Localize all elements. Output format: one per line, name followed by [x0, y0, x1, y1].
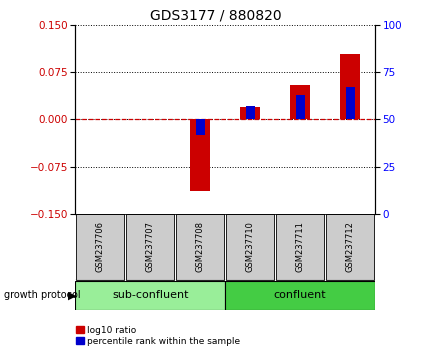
Bar	[289, 85, 309, 119]
Bar	[245, 106, 254, 119]
Bar	[226, 214, 273, 280]
Bar	[240, 107, 260, 119]
Text: GSM237712: GSM237712	[345, 222, 354, 272]
Bar	[224, 281, 374, 310]
Bar	[276, 214, 323, 280]
Text: ▶: ▶	[68, 290, 77, 300]
Bar	[295, 95, 304, 119]
Bar	[325, 214, 373, 280]
Bar	[75, 281, 224, 310]
Text: GDS3177 / 880820: GDS3177 / 880820	[149, 9, 281, 23]
Text: GSM237706: GSM237706	[95, 221, 104, 273]
Text: growth protocol: growth protocol	[4, 290, 81, 300]
Bar	[176, 214, 224, 280]
Bar	[190, 119, 210, 191]
Legend: log10 ratio, percentile rank within the sample: log10 ratio, percentile rank within the …	[75, 326, 240, 346]
Bar	[339, 55, 359, 119]
Text: GSM237710: GSM237710	[245, 222, 254, 272]
Bar	[76, 214, 124, 280]
Text: GSM237707: GSM237707	[145, 221, 154, 273]
Text: GSM237708: GSM237708	[195, 221, 204, 273]
Text: GSM237711: GSM237711	[295, 222, 304, 272]
Bar	[126, 214, 174, 280]
Bar	[345, 87, 354, 119]
Text: sub-confluent: sub-confluent	[112, 290, 188, 300]
Text: confluent: confluent	[273, 290, 326, 300]
Bar	[195, 119, 204, 135]
